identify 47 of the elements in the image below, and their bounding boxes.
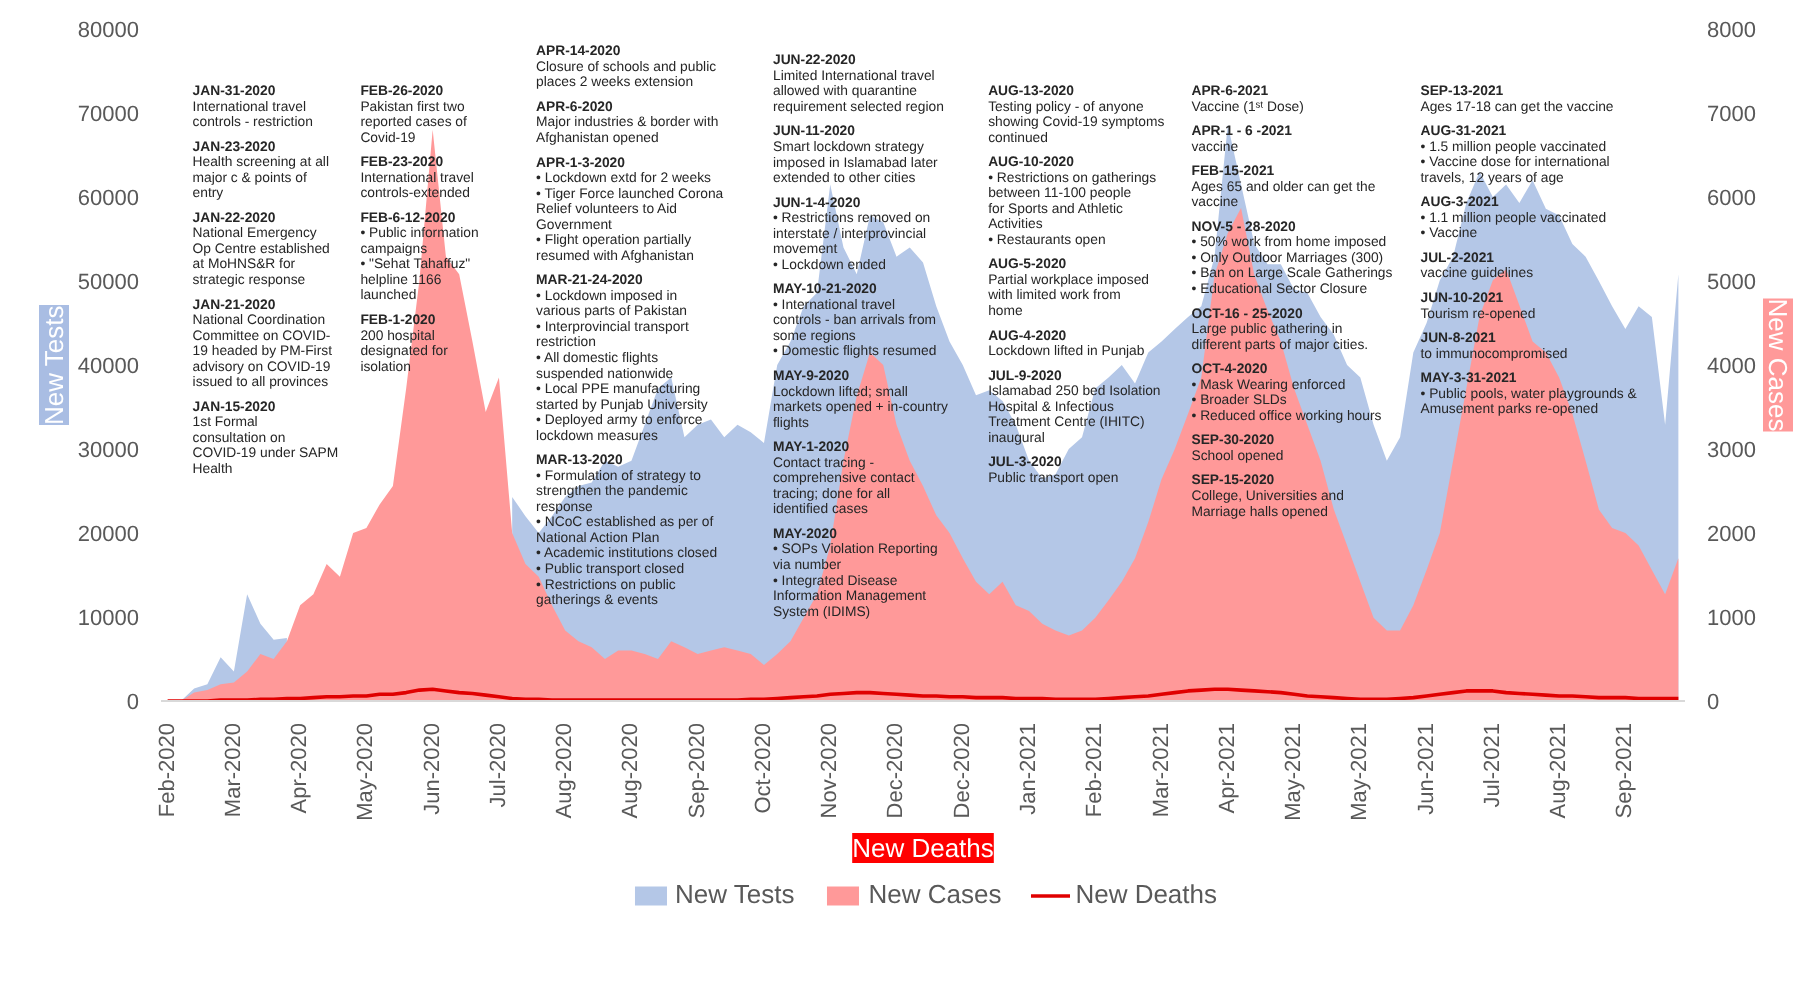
y2-tick-label: 8000 <box>1707 19 1756 43</box>
x-tick-label: May-2020 <box>354 722 379 821</box>
x-tick-label: Jun-2020 <box>420 722 445 815</box>
legend-label: New Deaths <box>1075 879 1218 909</box>
x-tick-label: May-2021 <box>1348 722 1373 821</box>
y-tick-label: 50000 <box>77 271 140 295</box>
y2-tick-label: 1000 <box>1707 607 1756 631</box>
x-tick-label: Jul-2020 <box>486 722 511 808</box>
y2-tick-label: 5000 <box>1707 271 1756 295</box>
y-tick-label: 40000 <box>77 355 140 379</box>
x-tick-label: Aug-2020 <box>553 722 578 819</box>
x-tick-label: Sep-2021 <box>1613 722 1638 819</box>
x-tick-label: Jul-2021 <box>1480 722 1505 808</box>
x-tick-label: Oct-2020 <box>751 722 776 814</box>
x-tick-label: Feb-2020 <box>155 722 180 818</box>
x-tick-label: Aug-2020 <box>619 722 644 819</box>
y2-tick-label: 6000 <box>1707 187 1756 211</box>
x-tick-label: Mar-2021 <box>1149 723 1174 818</box>
y2-tick-label: 4000 <box>1707 355 1756 379</box>
x-axis-title: New Deaths <box>852 833 995 863</box>
y-tick-label: 80000 <box>77 19 140 43</box>
y-tick-label: 60000 <box>77 187 140 211</box>
y2-tick-label: 3000 <box>1707 439 1756 463</box>
x-tick-label: Jan-2021 <box>1017 722 1042 815</box>
y-tick-label: 10000 <box>77 607 140 631</box>
y-axis-title: New Tests <box>39 304 69 425</box>
y-tick-label: 70000 <box>77 103 140 127</box>
y2-tick-label: 2000 <box>1707 523 1756 547</box>
x-tick-label: Jun-2021 <box>1414 722 1439 815</box>
x-tick-label: Apr-2020 <box>288 722 313 814</box>
x-tick-label: Aug-2021 <box>1547 722 1572 819</box>
x-tick-label: Nov-2020 <box>818 722 843 819</box>
y2-tick-label: 0 <box>1707 691 1720 715</box>
x-tick-label: Dec-2020 <box>884 722 909 819</box>
y2-axis-title: New Cases <box>1763 298 1793 433</box>
x-tick-label: Feb-2021 <box>1083 722 1108 818</box>
y-tick-label: 0 <box>126 691 140 715</box>
y-tick-label: 30000 <box>77 439 140 463</box>
x-tick-label: Mar-2020 <box>221 723 246 818</box>
y-tick-label: 20000 <box>77 523 140 547</box>
x-tick-label: Apr-2021 <box>1215 722 1240 814</box>
x-tick-label: Sep-2020 <box>685 722 710 819</box>
legend-label: New Tests <box>674 879 795 909</box>
x-tick-label: Dec-2020 <box>950 722 975 819</box>
legend-label: New Cases <box>868 879 1002 909</box>
y2-tick-label: 7000 <box>1707 103 1756 127</box>
x-tick-label: May-2021 <box>1282 722 1307 821</box>
